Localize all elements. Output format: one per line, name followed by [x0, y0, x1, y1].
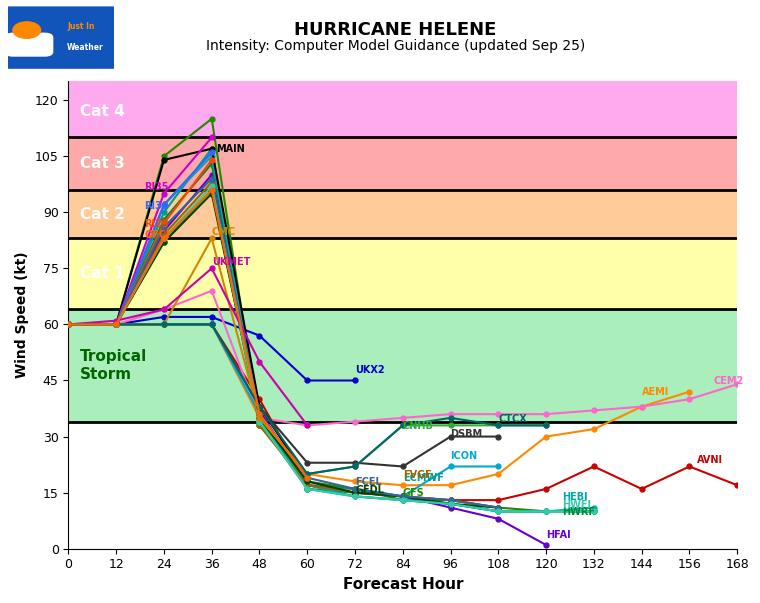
Text: HURRICANE HELENE: HURRICANE HELENE — [294, 21, 496, 39]
Circle shape — [13, 22, 40, 39]
Text: Cat 3: Cat 3 — [81, 156, 125, 171]
Text: GFS: GFS — [403, 488, 425, 499]
Text: Cat 1: Cat 1 — [81, 267, 125, 282]
Text: Tropical
Storm: Tropical Storm — [81, 349, 147, 382]
Text: AVNI: AVNI — [698, 455, 724, 465]
Text: MAIN: MAIN — [216, 145, 245, 154]
Text: ICON: ICON — [451, 451, 478, 461]
FancyBboxPatch shape — [5, 6, 117, 69]
Text: ECMWF: ECMWF — [403, 473, 444, 484]
Bar — [68, 309, 737, 421]
Text: HFAI: HFAI — [546, 529, 571, 540]
Text: Cat 2: Cat 2 — [81, 207, 125, 222]
Text: DSBM: DSBM — [451, 429, 483, 438]
Text: HEBI: HEBI — [562, 492, 587, 502]
Text: CEM2: CEM2 — [714, 376, 743, 387]
Text: RI25: RI25 — [144, 219, 169, 229]
Bar — [68, 238, 737, 309]
Text: FCEL: FCEL — [355, 477, 382, 487]
Text: Cat 4: Cat 4 — [81, 104, 125, 119]
Text: OFCI: OFCI — [144, 230, 169, 241]
Bar — [68, 190, 737, 238]
Text: CNHB: CNHB — [403, 421, 434, 431]
Y-axis label: Wind Speed (kt): Wind Speed (kt) — [15, 252, 29, 378]
Text: GFDL: GFDL — [355, 485, 384, 494]
Text: Intensity: Computer Model Guidance (updated Sep 25): Intensity: Computer Model Guidance (upda… — [205, 39, 585, 53]
Text: CMC: CMC — [212, 227, 236, 237]
Text: FVGF: FVGF — [403, 470, 432, 480]
Bar — [68, 137, 737, 190]
Text: RI30: RI30 — [144, 201, 169, 210]
Text: Just In: Just In — [67, 22, 95, 31]
Text: UKMET: UKMET — [212, 257, 250, 267]
Text: AEMI: AEMI — [641, 388, 669, 397]
Text: HWFI: HWFI — [562, 500, 591, 510]
Bar — [68, 421, 737, 549]
Bar — [68, 44, 737, 137]
Text: RI35: RI35 — [144, 182, 169, 192]
Text: CTCX: CTCX — [499, 414, 527, 424]
FancyBboxPatch shape — [5, 33, 53, 57]
Text: UKX2: UKX2 — [355, 365, 385, 375]
Text: Weather: Weather — [67, 43, 104, 52]
X-axis label: Forecast Hour: Forecast Hour — [343, 577, 463, 592]
Text: HWRF: HWRF — [562, 507, 595, 517]
